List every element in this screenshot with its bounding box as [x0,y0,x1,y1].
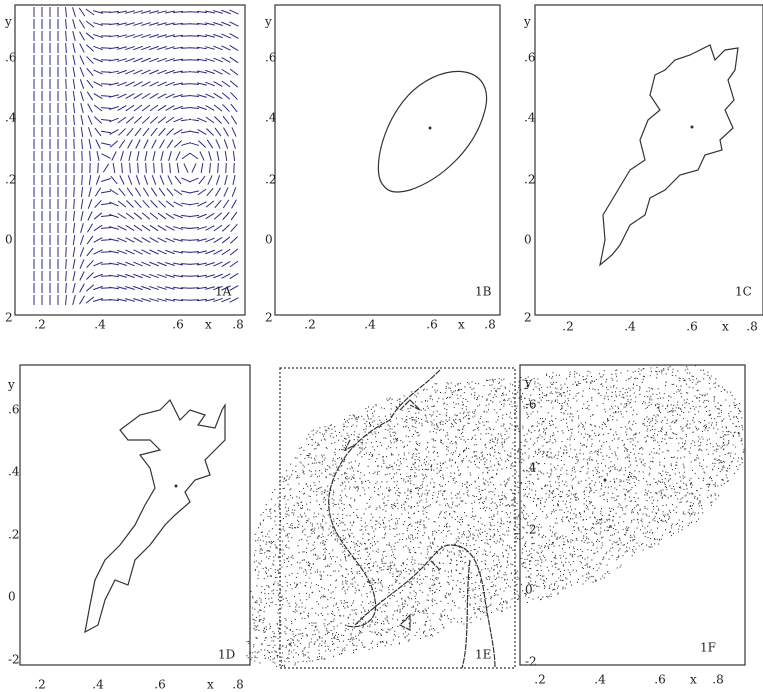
y-axis-label: y [4,15,12,29]
x-axis-label: x [205,318,212,332]
x-tick-label: .8 [712,673,723,687]
y-tick-label: 2 [5,311,13,325]
y-tick-label: 0 [8,590,16,604]
fixed-point [690,125,694,129]
y-tick-label: .6 [525,398,536,412]
y-tick-label: .4 [8,465,20,479]
torus-section [84,398,226,634]
x-tick-label: .4 [364,318,376,332]
x-tick-label: .8 [484,318,495,332]
y-axis-label: y [524,376,532,390]
x-tick-label: .6 [172,318,183,332]
y-tick-label: -2 [525,655,537,669]
x-tick-label: .6 [154,678,165,692]
y-tick-label: 0 [524,233,532,247]
panel-frame [534,4,763,316]
axes: 1A y x .6 .4 .2 0 2 .2 .4 .6 .8 1B y x .6 .4 .2 0 2 .2 .4 .6 .8… [4,4,763,692]
x-tick-label: .4 [594,673,606,687]
panel-label: 1B [475,285,492,299]
panel-label: 1D [218,648,235,662]
chaotic-attractor [246,365,745,667]
y-tick-label: .2 [524,173,535,187]
y-tick-label: .6 [265,51,276,65]
vector-field [33,6,239,306]
y-tick-label: .6 [8,403,19,417]
x-tick-label: .6 [654,673,665,687]
y-tick-label: 2 [265,311,273,325]
field-lines [33,6,239,306]
x-axis-label: x [690,673,697,687]
x-axis-label: x [207,678,214,692]
x-tick-label: .8 [746,320,757,334]
fixed-point [428,126,432,130]
x-tick-label: .4 [94,318,106,332]
y-tick-label: .4 [5,111,17,125]
x-tick-label: .2 [304,318,315,332]
panel-label: 1F [700,641,716,655]
x-axis-label: x [722,320,729,334]
y-tick-label: 0 [525,583,533,597]
y-axis-label: y [7,378,15,392]
panel-frame [279,367,516,669]
x-tick-label: .2 [534,673,545,687]
y-tick-label: 0 [265,233,273,247]
y-axis-label: y [523,15,531,29]
x-tick-label: .4 [624,320,636,334]
y-tick-label: .2 [5,173,16,187]
panel-frame [19,364,251,666]
y-tick-label: .4 [265,111,277,125]
panel-label: 1E [475,648,491,662]
x-tick-label: .6 [426,318,437,332]
y-tick-label: .4 [525,461,537,475]
x-tick-label: .2 [562,320,573,334]
fixed-point [603,478,607,482]
panel-frame [14,4,246,316]
panel-label: 1A [215,285,232,299]
y-tick-label: -2 [8,653,20,667]
y-tick-label: .2 [8,528,19,542]
x-axis-label: x [458,318,465,332]
x-tick-label: .2 [34,678,45,692]
panel-label: 1C [735,285,752,299]
y-axis-label: y [264,15,272,29]
x-tick-label: .2 [34,318,45,332]
panel-frame [274,4,501,316]
y-tick-label: .4 [524,111,536,125]
x-tick-label: .4 [92,678,104,692]
panel-frame [519,364,746,666]
limit-cycle [377,70,488,193]
y-tick-label: .2 [525,523,536,537]
y-tick-label: 2 [524,311,532,325]
fixed-point [174,484,178,488]
torus-section [599,44,739,267]
y-tick-label: .2 [265,173,276,187]
x-tick-label: .6 [686,320,697,334]
x-tick-label: .8 [232,318,243,332]
y-tick-label: .6 [5,51,16,65]
x-tick-label: .8 [232,678,243,692]
y-tick-label: .6 [524,51,535,65]
y-tick-label: 0 [5,233,13,247]
